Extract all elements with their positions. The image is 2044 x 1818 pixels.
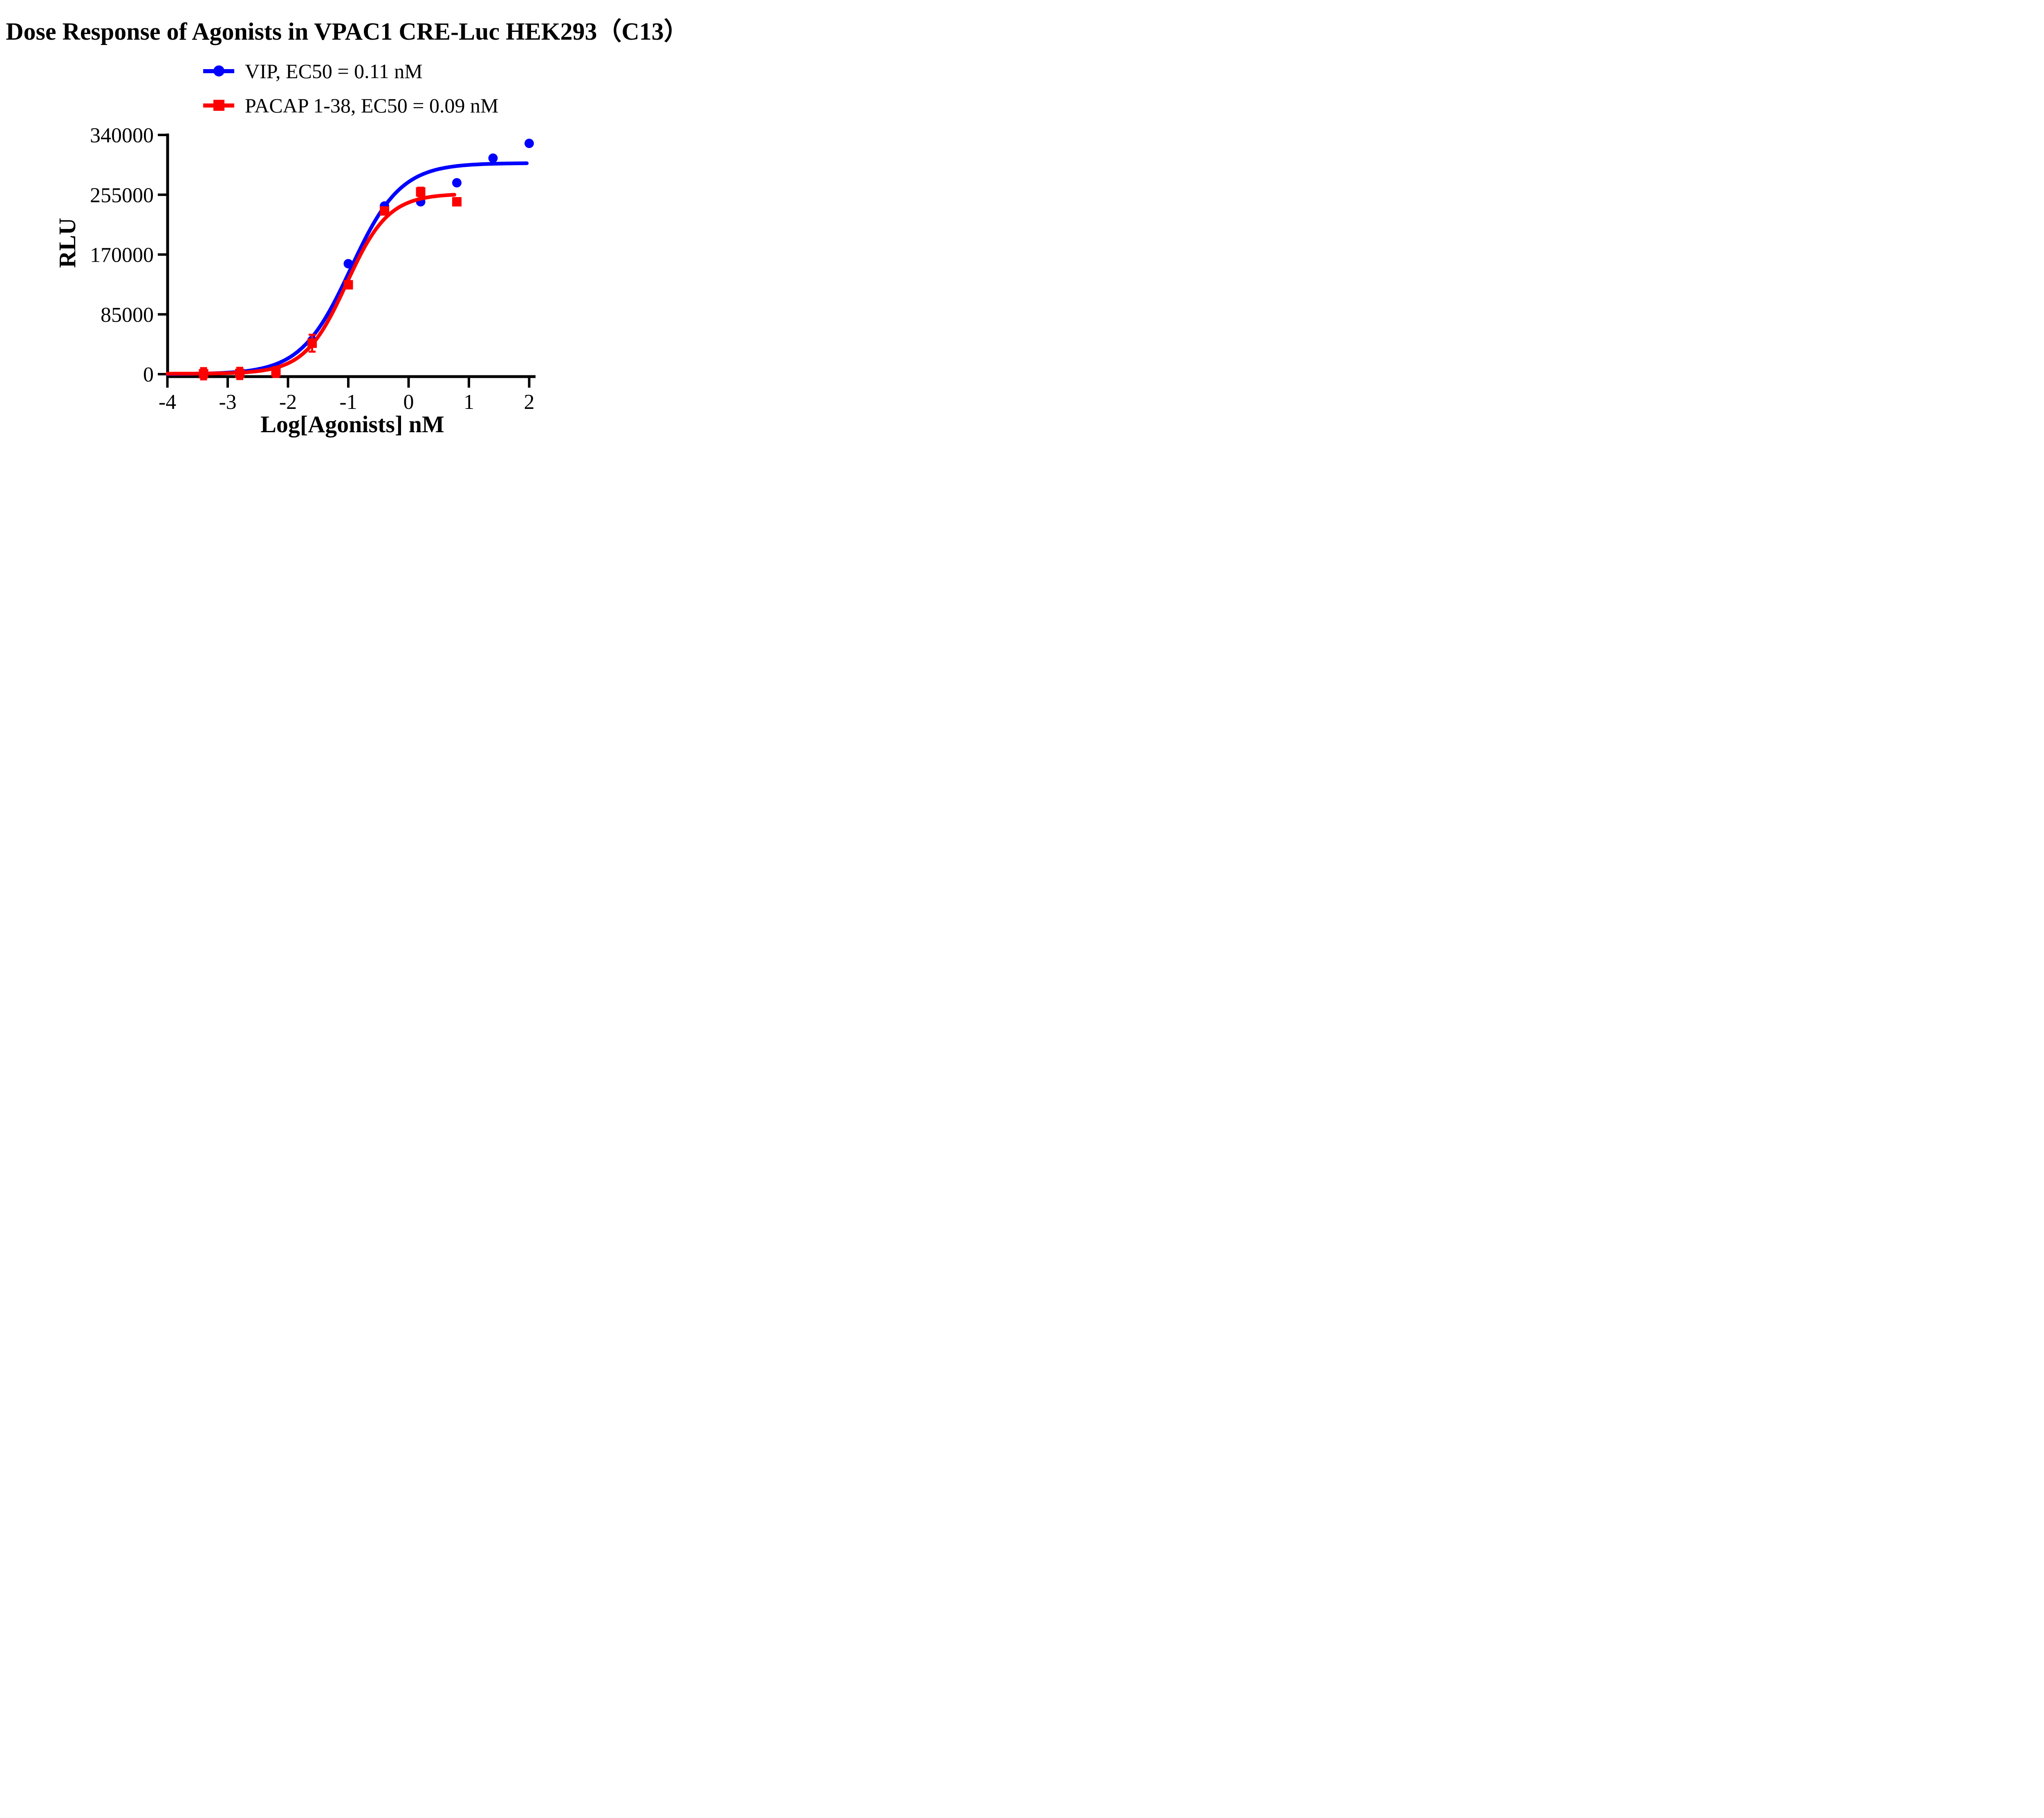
x-tick-label: -1 <box>339 391 357 414</box>
x-tick-label: -3 <box>219 391 236 414</box>
pacap-data-point <box>380 206 389 216</box>
figure-dose-response: Dose Response of Agonists in VPAC1 CRE-L… <box>0 0 694 455</box>
vip-fit-curve <box>166 161 529 376</box>
x-tick-label: -2 <box>279 391 297 414</box>
y-tick-label: 0 <box>143 363 154 386</box>
pacap-data-point <box>235 368 244 378</box>
legend-item-vip: VIP, EC50 = 0.11 nM <box>203 60 498 83</box>
pacap-data-point <box>199 369 208 379</box>
dose-response-plot: 0 85000 170000 255000 340000 -4 -3 -2 -1 0 1 2 RLU Lo… <box>54 124 536 438</box>
pacap-data-point <box>307 338 317 348</box>
pacap-square-marker-icon <box>203 100 234 111</box>
legend-label-pacap: PACAP 1-38, EC50 = 0.09 nM <box>245 94 499 117</box>
legend-label-vip: VIP, EC50 = 0.11 nM <box>245 60 423 83</box>
y-tick-label: 170000 <box>90 244 154 267</box>
x-tick-label: 2 <box>524 391 535 414</box>
pacap-data-point <box>271 367 281 377</box>
x-tick-label: -4 <box>159 391 176 414</box>
legend-item-pacap: PACAP 1-38, EC50 = 0.09 nM <box>203 94 498 117</box>
legend: VIP, EC50 = 0.11 nM PACAP 1-38, EC50 = 0… <box>203 60 498 117</box>
pacap-data-point <box>416 187 426 197</box>
vip-data-point <box>488 153 498 163</box>
chart-title: Dose Response of Agonists in VPAC1 CRE-L… <box>6 18 688 45</box>
pacap-data-point <box>343 280 353 290</box>
vip-data-point <box>343 259 353 269</box>
y-axis-title: RLU <box>54 218 81 268</box>
vip-data-point <box>452 178 462 188</box>
vip-circle-marker-icon <box>203 65 234 76</box>
y-tick-label: 340000 <box>90 124 154 147</box>
vip-data-point <box>524 139 534 148</box>
pacap-data-point <box>452 197 462 206</box>
x-axis-title: Log[Agonists] nM <box>260 411 444 438</box>
y-tick-label: 255000 <box>90 184 154 207</box>
x-tick-label: 1 <box>464 391 474 414</box>
x-tick-label: 0 <box>403 391 414 414</box>
y-tick-label: 85000 <box>101 303 154 327</box>
